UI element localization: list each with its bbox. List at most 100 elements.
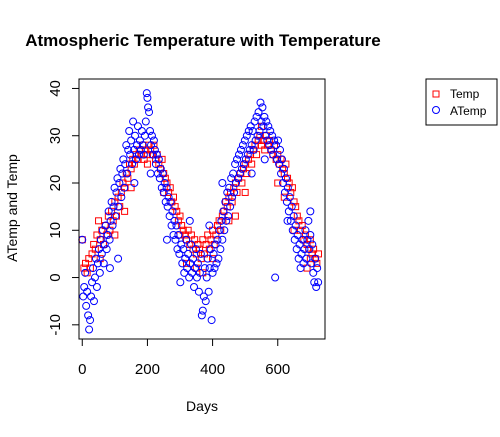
atemp-point: [85, 325, 94, 334]
atemp-point: [220, 226, 229, 235]
atemp-point: [281, 174, 290, 183]
atemp-point: [293, 231, 302, 239]
atemp-point: [99, 259, 108, 268]
atemp-point: [115, 179, 124, 187]
atemp-point: [270, 136, 279, 145]
atemp-point: [194, 287, 203, 296]
atemp-point: [114, 254, 123, 263]
atemp-point: [100, 240, 109, 249]
atemp-point: [271, 273, 280, 282]
atemp-point: [285, 193, 294, 202]
atemp-point: [169, 231, 178, 239]
atemp-point: [241, 155, 250, 164]
atemp-point: [160, 179, 169, 187]
atemp-point: [307, 259, 316, 268]
atemp-point: [247, 141, 256, 150]
atemp-point: [205, 221, 214, 230]
atemp-point: [107, 197, 116, 206]
atemp-point: [217, 216, 226, 225]
temp-point: [306, 255, 314, 263]
atemp-point: [267, 145, 276, 154]
atemp-point: [260, 155, 269, 164]
atemp-point: [210, 264, 219, 273]
atemp-point: [256, 98, 265, 107]
x-tick-label: 400: [200, 361, 225, 378]
temp-point: [196, 245, 204, 253]
atemp-point: [279, 164, 288, 173]
atemp-point: [191, 245, 200, 254]
atemp-point: [309, 268, 318, 277]
atemp-point: [215, 226, 224, 235]
y-tick-label: 40: [47, 80, 64, 97]
atemp-point: [306, 207, 315, 216]
y-tick-label: -10: [47, 314, 64, 336]
legend-temp-marker: [432, 90, 440, 98]
atemp-point: [304, 216, 313, 225]
atemp-point: [117, 193, 126, 202]
atemp-point: [83, 287, 92, 296]
atemp-point: [289, 212, 298, 221]
atemp-point: [143, 93, 152, 102]
atemp-point: [128, 160, 137, 169]
temp-point: [218, 212, 226, 220]
temp-point: [293, 212, 301, 220]
x-tick-label: 200: [135, 361, 160, 378]
atemp-point: [253, 131, 262, 140]
temp-point: [106, 226, 114, 234]
temp-point: [248, 160, 256, 168]
atemp-point: [301, 226, 310, 235]
x-axis-label: Days: [186, 398, 218, 414]
atemp-point: [177, 240, 186, 249]
atemp-point: [226, 202, 235, 211]
atemp-point: [247, 169, 256, 178]
atemp-point: [260, 112, 269, 121]
atemp-point: [313, 264, 322, 273]
legend-temp-label: Temp: [450, 87, 480, 101]
atemp-point: [251, 136, 260, 145]
atemp-point: [225, 183, 234, 192]
atemp-point: [78, 235, 87, 244]
atemp-point: [162, 183, 171, 192]
atemp-point: [231, 160, 240, 169]
atemp-point: [255, 127, 264, 135]
temp-point: [176, 212, 184, 220]
atemp-point: [156, 164, 165, 173]
atemp-point: [218, 179, 227, 187]
atemp-point: [176, 278, 185, 287]
atemp-point: [200, 264, 209, 273]
atemp-point: [146, 127, 155, 135]
atemp-point: [93, 259, 102, 268]
atemp-point: [239, 160, 248, 169]
temp-point: [150, 141, 158, 149]
atemp-point: [173, 245, 182, 254]
temp-point: [90, 240, 98, 248]
atemp-point: [245, 145, 254, 154]
atemp-point: [300, 245, 309, 254]
atemp-point: [131, 131, 140, 140]
atemp-point: [130, 179, 139, 187]
series-temp: [78, 122, 322, 277]
temp-point: [95, 217, 103, 225]
temp-point: [290, 198, 298, 206]
legend-box: [425, 78, 498, 126]
atemp-point: [170, 216, 179, 225]
temp-point: [231, 212, 239, 220]
atemp-point: [127, 136, 136, 145]
atemp-point: [179, 245, 188, 254]
y-tick-label: 0: [47, 273, 64, 281]
atemp-point: [144, 103, 153, 112]
atemp-point: [120, 183, 129, 192]
atemp-point: [219, 207, 228, 216]
atemp-point: [207, 316, 216, 325]
atemp-point: [235, 169, 244, 178]
atemp-point: [218, 235, 227, 244]
atemp-point: [236, 145, 245, 154]
atemp-point: [199, 292, 208, 301]
atemp-point: [237, 164, 246, 173]
temp-point: [108, 207, 116, 215]
atemp-point: [96, 235, 105, 244]
atemp-point: [221, 197, 230, 206]
atemp-point: [108, 221, 117, 230]
atemp-point: [228, 193, 237, 202]
atemp-point: [122, 141, 131, 150]
